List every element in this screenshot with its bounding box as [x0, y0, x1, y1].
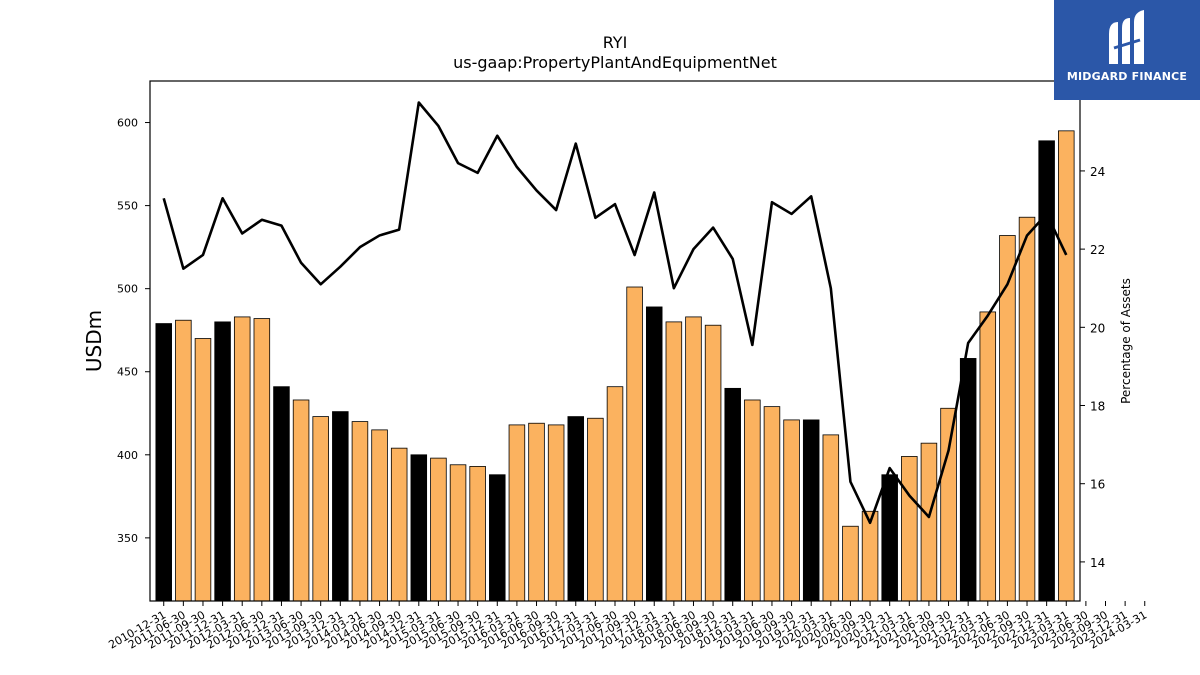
- y2-tick-label: 20: [1090, 321, 1105, 335]
- bar: [508, 424, 526, 602]
- bar: [763, 406, 781, 602]
- bar: [312, 416, 329, 602]
- percentage-line-series: [162, 101, 1068, 525]
- bar: [194, 338, 212, 602]
- bar: [1058, 130, 1075, 602]
- bar: [665, 321, 683, 602]
- bar: [233, 316, 251, 602]
- chart-subtitle: us-gaap:PropertyPlantAndEquipmentNet: [453, 53, 777, 72]
- bar: [999, 235, 1016, 602]
- y-tick-label: 350: [117, 532, 138, 545]
- y2-tick-label: 16: [1090, 478, 1105, 492]
- y-tick-label: 550: [117, 200, 138, 213]
- bar: [175, 319, 192, 602]
- bar: [489, 474, 506, 602]
- bar: [528, 422, 545, 602]
- bar: [901, 456, 918, 602]
- bar: [979, 311, 997, 602]
- x-axis: 2010-12-312011-06-302011-09-302011-12-31…: [106, 601, 1149, 652]
- bar-series: [155, 130, 1075, 602]
- y-axis-left: 350 400 450 500 550 600: [117, 117, 150, 545]
- bar: [881, 474, 898, 602]
- bar: [822, 434, 840, 602]
- bar: [606, 386, 624, 602]
- bar: [567, 416, 585, 602]
- bar: [645, 306, 663, 602]
- midgard-m-logo-icon: [1109, 10, 1144, 64]
- bar: [685, 316, 702, 602]
- y2-tick-label: 22: [1090, 243, 1105, 257]
- bar: [783, 419, 800, 602]
- y2-axis-label: Percentage of Assets: [1119, 278, 1133, 404]
- bar: [430, 457, 447, 602]
- bar: [214, 321, 231, 602]
- bar: [351, 421, 369, 602]
- bar: [273, 386, 290, 602]
- bar: [587, 417, 604, 602]
- bar: [332, 411, 349, 602]
- brand-logo: MIDGARD FINANCE: [1054, 0, 1200, 100]
- bar: [802, 419, 820, 602]
- bar: [861, 510, 879, 602]
- bar: [371, 429, 388, 602]
- y-tick-label: 400: [117, 449, 138, 462]
- y-tick-label: 500: [117, 283, 138, 296]
- y-tick-label: 600: [117, 117, 138, 130]
- percentage-line: [162, 101, 1068, 525]
- bar: [253, 318, 271, 602]
- bar: [920, 442, 938, 602]
- bar: [724, 387, 741, 602]
- bar: [155, 323, 172, 602]
- y-tick-label: 450: [117, 366, 138, 379]
- bar: [469, 466, 486, 602]
- y2-tick-label: 24: [1090, 165, 1105, 179]
- y2-tick-label: 14: [1090, 556, 1105, 570]
- bar: [410, 454, 428, 602]
- bar: [744, 399, 761, 602]
- bar: [842, 525, 859, 602]
- bar: [1018, 216, 1036, 602]
- y-axis-right: 14 16 18 20 22 24: [1080, 165, 1105, 570]
- bar: [449, 464, 467, 602]
- bar: [940, 407, 957, 602]
- bar: [547, 424, 565, 602]
- brand-name: MIDGARD FINANCE: [1066, 70, 1188, 83]
- bar: [704, 324, 722, 602]
- bar: [390, 447, 408, 602]
- y2-tick-label: 18: [1090, 400, 1105, 414]
- chart-title: RYI: [603, 33, 628, 52]
- bar: [1038, 140, 1055, 602]
- bar: [959, 358, 977, 602]
- bar: [292, 399, 310, 602]
- y-axis-label: USDm: [82, 310, 106, 372]
- bar: [626, 286, 643, 602]
